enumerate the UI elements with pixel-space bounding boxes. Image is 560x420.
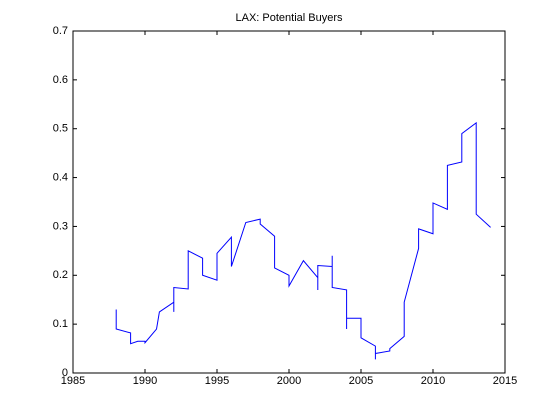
chart-title: LAX: Potential Buyers bbox=[235, 12, 343, 24]
x-tick-label: 2005 bbox=[349, 375, 373, 387]
x-tick-label: 1995 bbox=[205, 375, 229, 387]
y-tick-label: 0.6 bbox=[53, 74, 68, 86]
x-tick-label: 2015 bbox=[493, 375, 517, 387]
plot-area bbox=[72, 30, 506, 374]
y-tick-label: 0 bbox=[62, 367, 68, 379]
y-tick-label: 0.4 bbox=[53, 171, 68, 183]
y-tick-label: 0.3 bbox=[53, 220, 68, 232]
x-tick-label: 2010 bbox=[421, 375, 445, 387]
y-tick-label: 0.7 bbox=[53, 25, 68, 37]
x-tick-label: 1990 bbox=[133, 375, 157, 387]
x-tick-label: 1985 bbox=[61, 375, 85, 387]
x-tick-label: 2000 bbox=[277, 375, 301, 387]
y-tick-label: 0.1 bbox=[53, 318, 68, 330]
y-tick-label: 0.2 bbox=[53, 269, 68, 281]
y-tick-label: 0.5 bbox=[53, 123, 68, 135]
data-line bbox=[115, 121, 491, 360]
